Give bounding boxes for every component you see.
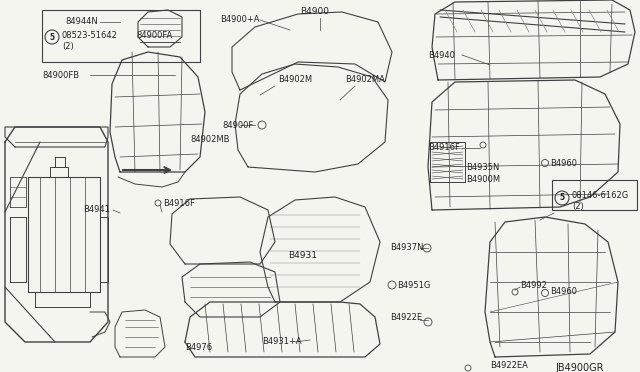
Text: B4902M: B4902M [278,76,312,84]
Text: B4916F: B4916F [163,199,195,208]
Text: B4931: B4931 [288,250,317,260]
Text: (2): (2) [62,42,74,51]
Text: B4935N: B4935N [466,164,499,173]
Text: 08146-6162G: 08146-6162G [572,190,629,199]
Text: B4900+A: B4900+A [220,16,259,25]
Text: B4937N: B4937N [390,244,424,253]
Text: 84900F: 84900F [222,121,253,129]
Text: B4951G: B4951G [397,280,430,289]
Text: B4922EA: B4922EA [490,362,528,371]
Text: 84900FB: 84900FB [42,71,79,80]
Text: (2): (2) [572,202,584,212]
Text: B4976: B4976 [185,343,212,353]
Text: B4941: B4941 [83,205,110,215]
Text: 08523-51642: 08523-51642 [62,31,118,39]
Text: JB4900GR: JB4900GR [555,363,604,372]
Text: B4900M: B4900M [466,176,500,185]
Text: B4900: B4900 [300,7,329,16]
Text: 84900FA: 84900FA [136,31,172,39]
Text: B4931+A: B4931+A [262,337,301,346]
Text: 5: 5 [49,32,54,42]
Text: B4960: B4960 [550,158,577,167]
Text: 5: 5 [559,193,564,202]
Bar [552,180,637,210]
Text: B4922E: B4922E [390,314,422,323]
Text: B4960: B4960 [550,286,577,295]
Text: 84944N: 84944N [65,17,98,26]
Text: B4916F: B4916F [428,144,460,153]
Text: B4992: B4992 [520,282,547,291]
Text: B4940: B4940 [428,51,455,60]
Text: 84902MB: 84902MB [190,135,230,144]
Text: B4902MA: B4902MA [345,76,385,84]
Bar [42,10,200,62]
